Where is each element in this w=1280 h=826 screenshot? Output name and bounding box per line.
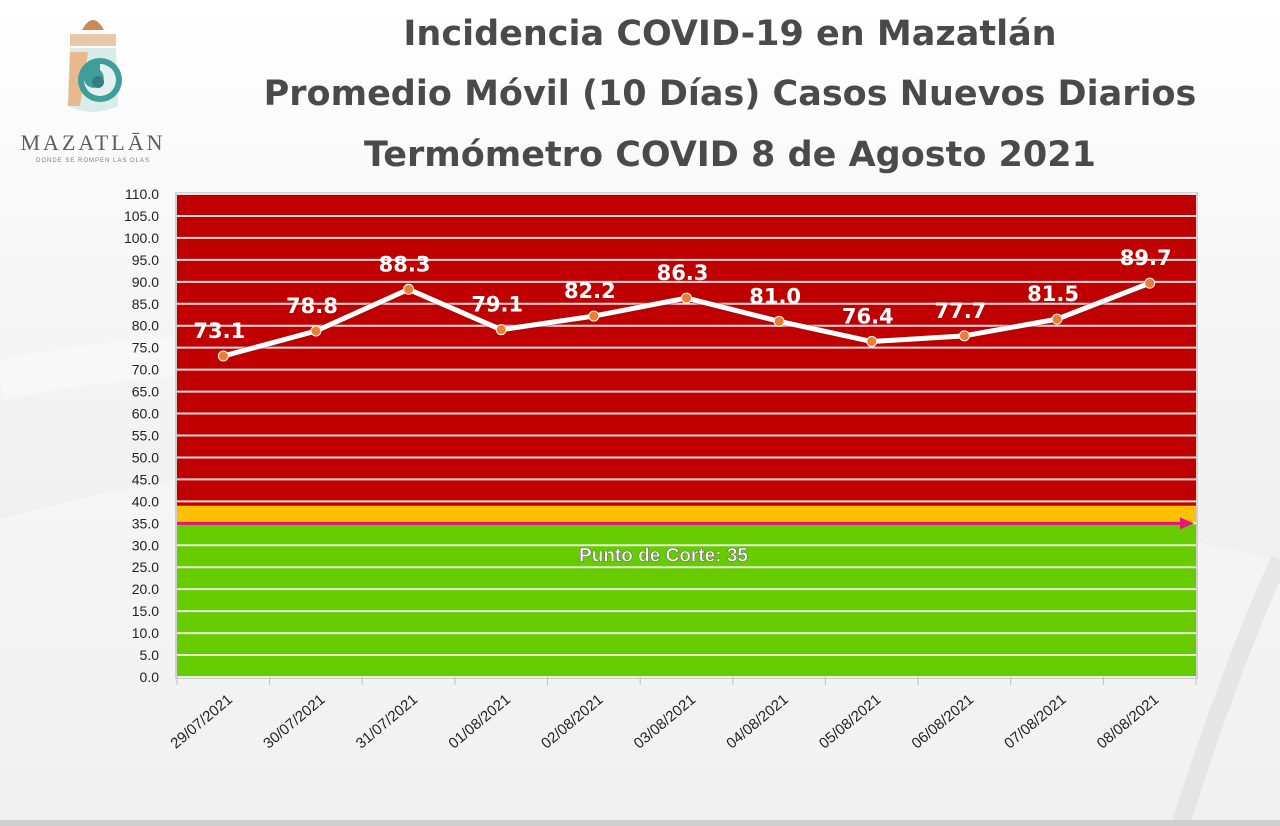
y-tick-label: 5.0 [140,647,160,663]
x-tick-label: 08/08/2021 [1094,691,1162,752]
y-tick-label: 35.0 [132,515,159,531]
logo-wordmark: MAZATLĀN [20,130,166,155]
chart-subtitle-date: Termómetro COVID 8 de Agosto 2021 [364,135,1096,175]
footer-divider [0,820,1280,826]
x-tick-label: 01/08/2021 [445,691,513,752]
y-tick-label: 105.0 [124,208,159,224]
y-tick-label: 110.0 [125,186,159,202]
y-tick-label: 65.0 [132,384,159,400]
data-point [681,292,692,304]
data-label: 81.5 [1027,282,1079,306]
chart-subtitle: Promedio Móvil (10 Días) Casos Nuevos Di… [263,74,1197,114]
chart-title: Incidencia COVID-19 en Mazatlán [403,14,1057,54]
data-label: 82.2 [564,279,616,303]
data-point [1144,277,1156,289]
data-point [958,330,970,342]
band-0 [177,523,1196,677]
y-tick-label: 80.0 [132,318,159,334]
y-tick-label: 55.0 [132,428,159,444]
data-label: 77.7 [934,299,986,323]
y-tick-label: 95.0 [132,252,159,268]
y-tick-label: 100.0 [124,230,159,246]
x-tick-label: 03/08/2021 [631,691,699,752]
data-label: 89.7 [1120,246,1172,270]
y-tick-label: 90.0 [132,274,159,290]
data-label: 78.8 [286,294,338,318]
logo-tagline: DONDE SE ROMPEN LAS OLAS [35,158,151,164]
y-tick-label: 45.0 [132,471,159,487]
y-tick-label: 25.0 [132,559,159,575]
data-point [310,325,322,337]
y-tick-label: 10.0 [132,625,159,641]
y-tick-label: 30.0 [132,537,159,553]
y-tick-label: 50.0 [132,449,159,465]
data-point [403,283,415,295]
x-tick-label: 31/07/2021 [353,691,421,752]
band-2 [177,194,1196,506]
data-point [866,336,878,348]
y-tick-label: 15.0 [132,603,159,619]
data-point [588,310,600,322]
y-tick-label: 75.0 [132,340,159,356]
y-tick-label: 85.0 [132,296,159,312]
x-tick-label: 06/08/2021 [909,691,977,752]
data-point [1051,313,1063,325]
x-tick-label: 29/07/2021 [167,691,235,752]
y-tick-label: 0.0 [140,669,160,685]
x-tick-label: 05/08/2021 [816,691,884,752]
x-tick-label: 07/08/2021 [1001,691,1069,752]
data-label: 86.3 [657,261,709,285]
x-tick-label: 30/07/2021 [260,691,328,752]
y-tick-label: 20.0 [132,581,159,597]
threshold-arrowhead [1180,517,1194,530]
data-label: 79.1 [471,293,523,317]
x-tick-label: 04/08/2021 [723,691,791,752]
threshold-label: Punto de Corte: 35 [579,545,748,566]
data-point [495,324,507,336]
mazatlan-logo: MAZATLĀN DONDE SE ROMPEN LAS OLAS [18,14,178,174]
band-1 [177,505,1196,524]
y-tick-label: 60.0 [132,406,159,422]
x-tick-label: 02/08/2021 [538,691,606,752]
data-label: 76.4 [842,305,894,329]
data-label: 88.3 [379,252,431,276]
data-point [773,315,785,327]
data-point [217,350,229,362]
y-tick-label: 70.0 [132,362,159,378]
data-label: 81.0 [749,284,801,308]
data-label: 73.1 [193,319,245,343]
y-tick-label: 40.0 [132,493,159,509]
mazatlan-wave-icon [68,20,122,112]
